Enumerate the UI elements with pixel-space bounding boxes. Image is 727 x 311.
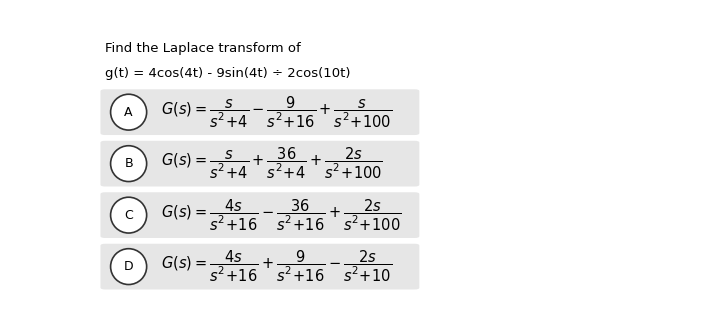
FancyBboxPatch shape [100,244,419,290]
Text: g(t) = 4cos(4t) - 9sin(4t) ÷ 2cos(10t): g(t) = 4cos(4t) - 9sin(4t) ÷ 2cos(10t) [105,67,350,80]
Text: $G(s) = \dfrac{4s}{s^2\!+\!16} - \dfrac{36}{s^2\!+\!16} + \dfrac{2s}{s^2\!+\!100: $G(s) = \dfrac{4s}{s^2\!+\!16} - \dfrac{… [161,197,402,233]
FancyBboxPatch shape [100,192,419,238]
Text: D: D [124,260,134,273]
Text: C: C [124,209,133,222]
Ellipse shape [111,249,147,285]
Text: $G(s) = \dfrac{s}{s^2\!+\!4} + \dfrac{36}{s^2\!+\!4} + \dfrac{2s}{s^2\!+\!100}$: $G(s) = \dfrac{s}{s^2\!+\!4} + \dfrac{36… [161,146,383,181]
Text: $G(s) = \dfrac{s}{s^2\!+\!4} - \dfrac{9}{s^2\!+\!16} + \dfrac{s}{s^2\!+\!100}$: $G(s) = \dfrac{s}{s^2\!+\!4} - \dfrac{9}… [161,95,393,130]
Text: B: B [124,157,133,170]
FancyBboxPatch shape [100,141,419,187]
Ellipse shape [111,197,147,233]
Text: Find the Laplace transform of: Find the Laplace transform of [105,42,301,55]
Text: A: A [124,106,133,119]
Ellipse shape [111,146,147,182]
Text: $G(s) = \dfrac{4s}{s^2\!+\!16} + \dfrac{9}{s^2\!+\!16} - \dfrac{2s}{s^2\!+\!10}$: $G(s) = \dfrac{4s}{s^2\!+\!16} + \dfrac{… [161,249,393,284]
Ellipse shape [111,94,147,130]
FancyBboxPatch shape [100,89,419,135]
